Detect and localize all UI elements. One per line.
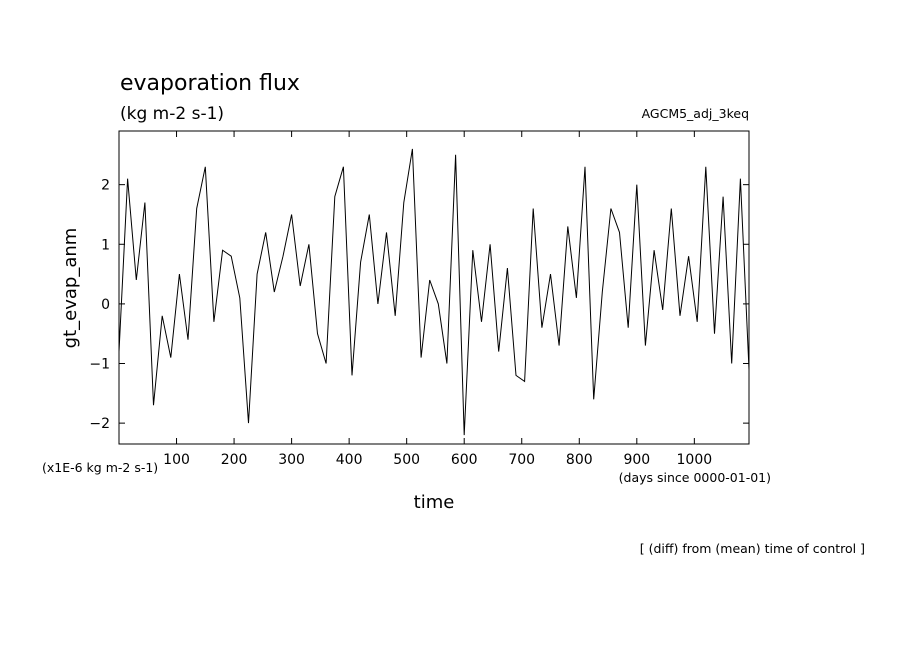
y-scale-note: (x1E-6 kg m-2 s-1) — [42, 460, 158, 475]
x-tick-label: 900 — [623, 452, 650, 468]
x-tick-label: 500 — [393, 452, 420, 468]
series-line — [118, 148, 750, 436]
y-tick-label: 1 — [101, 237, 110, 253]
x-tick-label: 100 — [163, 452, 190, 468]
chart-units: (kg m-2 s-1) — [120, 104, 224, 124]
x-ticks: 100 200 300 400 500 600 700 800 900 1000 — [163, 131, 712, 468]
x-tick-label: 600 — [451, 452, 478, 468]
x-tick-label: 300 — [278, 452, 305, 468]
x-axis-label: time — [414, 492, 455, 513]
y-tick-label: −2 — [89, 416, 110, 432]
series-layer — [118, 148, 750, 436]
y-tick-label: −1 — [89, 357, 110, 373]
y-ticks: −2 −1 0 1 2 — [89, 178, 749, 432]
y-axis-label: gt_evap_anm — [60, 228, 81, 349]
chart-title: evaporation flux — [120, 71, 300, 96]
footnote: [ (diff) from (mean) time of control ] — [640, 541, 865, 556]
x-units-note: (days since 0000-01-01) — [619, 470, 771, 485]
x-tick-label: 800 — [566, 452, 593, 468]
x-tick-label: 200 — [221, 452, 248, 468]
experiment-label: AGCM5_adj_3keq — [642, 106, 749, 121]
plot-frame — [118, 130, 750, 445]
x-tick-label: 400 — [336, 452, 363, 468]
y-tick-label: 2 — [101, 178, 110, 194]
x-tick-label: 700 — [508, 452, 535, 468]
x-tick-label: 1000 — [677, 452, 713, 468]
y-tick-label: 0 — [101, 297, 110, 313]
